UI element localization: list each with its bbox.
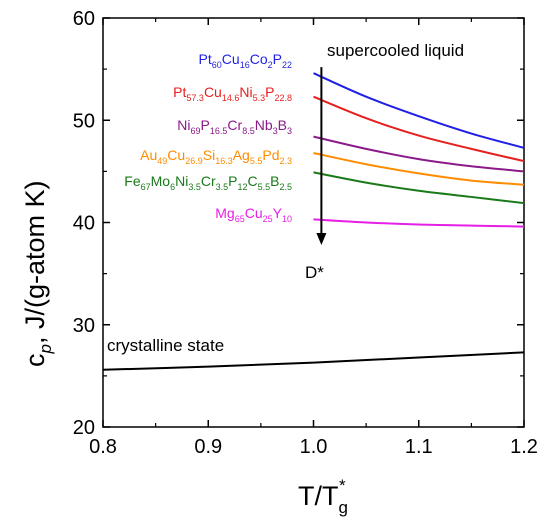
series-line — [313, 218, 525, 228]
y-tick-label: 30 — [73, 315, 95, 337]
y-tick-label: 40 — [73, 213, 95, 235]
y-tick-label: 50 — [73, 110, 95, 132]
annotation-d-star: D* — [305, 263, 324, 282]
x-tick-label: 0.9 — [194, 436, 222, 458]
series-line — [313, 95, 525, 163]
series-lines — [102, 72, 525, 371]
x-tick-label: 1.2 — [510, 436, 538, 458]
x-axis-title-sub: g — [339, 498, 348, 517]
series-label: Fe67Mo6Ni3.5Cr3.5P12C5.5B2.5 — [124, 173, 292, 192]
plot-border — [102, 17, 525, 428]
plot-frame — [102, 17, 525, 428]
y-axis-title: cp, J/(g-atom K) — [20, 181, 55, 368]
series-label: Mg65Cu25Y10 — [215, 205, 292, 224]
y-axis-title-main: c — [20, 354, 50, 368]
d-star-arrow — [316, 67, 327, 245]
y-axis-title-sub: p — [36, 344, 55, 354]
y-tick-label: 60 — [73, 8, 95, 30]
series-label: Pt60Cu16Co2P22 — [199, 51, 292, 70]
annotation-crystalline-state: crystalline state — [107, 336, 224, 355]
series-label: Pt57.3Cu14.6Ni5.3P22.8 — [173, 84, 292, 103]
x-axis-title: T/Tg * — [298, 476, 348, 517]
series-line — [313, 151, 525, 186]
series-label: Ni69P16.5Cr8.5Nb3B3 — [177, 117, 292, 136]
annotation-supercooled-liquid: supercooled liquid — [327, 41, 464, 60]
x-tick-label: 1.1 — [405, 436, 433, 458]
y-tick-label: 20 — [73, 417, 95, 439]
axis-ticks: 0.8 0.9 1.0 1.1 1.2 20 30 40 50 60 — [73, 8, 538, 458]
y-axis-title-rest: , J/(g-atom K) — [20, 181, 50, 345]
series-line — [313, 171, 525, 205]
series-labels: Pt60Cu16Co2P22 Pt57.3Cu14.6Ni5.3P22.8 Ni69… — [124, 51, 292, 224]
x-axis-title-sup: * — [339, 476, 346, 495]
x-tick-label: 1.0 — [300, 436, 328, 458]
series-label: Au49Cu26.9Si16.3Ag5.5Pd2.3 — [140, 147, 292, 166]
series-line — [102, 351, 525, 371]
series-line — [313, 72, 525, 149]
x-axis-title-main: T/T — [298, 481, 339, 511]
x-tick-label: 0.8 — [89, 436, 117, 458]
series-line — [313, 135, 525, 173]
